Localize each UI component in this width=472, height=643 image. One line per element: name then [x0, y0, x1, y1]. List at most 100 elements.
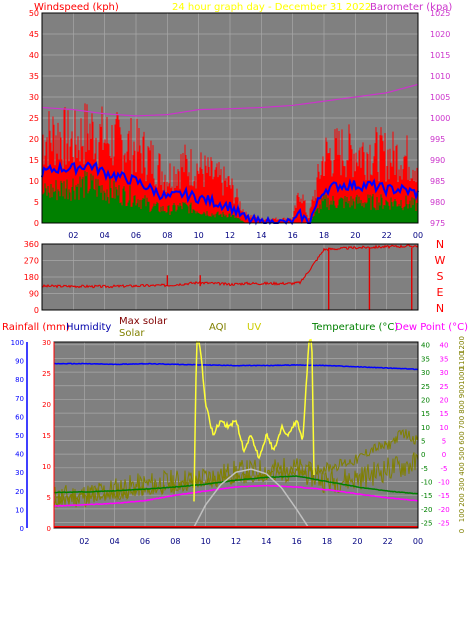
rain-tick: 0 — [20, 525, 24, 533]
rain-tick: 60 — [15, 413, 24, 421]
humidity-series — [53, 362, 419, 371]
humidity-axis-title: Humidity — [66, 322, 111, 333]
humidity-tick: 30 — [42, 339, 51, 347]
time-tick: 06 — [140, 537, 150, 546]
dew-point-axis-title: Dew Point (°C) — [395, 322, 468, 333]
temperature-series — [53, 475, 419, 495]
windspeed-tick: 20 — [29, 135, 39, 144]
time-tick: 08 — [162, 231, 172, 240]
chart-date-title: 24 hour graph day - December 31 2022 — [172, 2, 371, 13]
windspeed-tick: 45 — [29, 30, 39, 39]
solar-tick: 400 — [458, 462, 466, 475]
max_solar-series — [193, 468, 309, 528]
barometer-tick: 980 — [430, 198, 445, 207]
time-tick: 12 — [225, 231, 235, 240]
rain-tick: 90 — [15, 358, 24, 366]
rain-tick: 10 — [15, 506, 24, 514]
barometer-tick: 1010 — [430, 72, 450, 81]
direction-series — [41, 244, 419, 289]
humidity-tick: 5 — [47, 494, 51, 502]
time-tick: 06 — [131, 231, 141, 240]
time-tick: 14 — [256, 231, 266, 240]
direction-plot-frame — [41, 243, 419, 311]
time-tick: 10 — [201, 537, 211, 546]
dew-point-tick: 15 — [440, 410, 449, 418]
time-tick: 18 — [322, 537, 332, 546]
barometer-tick: 975 — [430, 219, 445, 228]
rain-tick: 30 — [15, 469, 24, 477]
time-tick: 14 — [261, 537, 271, 546]
dew-point-tick: 10 — [440, 424, 449, 432]
aqi-label: AQI — [209, 322, 227, 333]
uv-label: UV — [247, 322, 261, 333]
rain-tick: 50 — [15, 432, 24, 440]
temperature-tick: 10 — [421, 424, 430, 432]
humidity-tick: 20 — [42, 401, 51, 409]
dew-point-tick: -5 — [441, 465, 448, 473]
time-tick: 22 — [382, 231, 392, 240]
dew-point-tick: 40 — [440, 342, 449, 350]
solar-tick: 300 — [458, 478, 466, 491]
wind-plot-frame — [41, 12, 419, 224]
direction-tick: 360 — [24, 240, 39, 249]
time-tick: 20 — [350, 231, 360, 240]
windspeed-tick: 0 — [34, 219, 39, 228]
barometer-tick: 995 — [430, 135, 445, 144]
temperature-tick: 5 — [421, 437, 425, 445]
direction-tick: 180 — [24, 273, 39, 282]
time-tick: 18 — [319, 231, 329, 240]
time-tick: 00 — [413, 231, 423, 240]
temperature-tick: -20 — [421, 506, 432, 514]
dew-point-tick: -10 — [438, 479, 449, 487]
humidity-tick: 10 — [42, 463, 51, 471]
compass-label: E — [437, 286, 444, 299]
rain-tick: 70 — [15, 395, 24, 403]
dew-point-tick: -15 — [438, 492, 449, 500]
temperature-tick: -10 — [421, 479, 432, 487]
rain-tick: 80 — [15, 376, 24, 384]
solar-tick: 1100 — [458, 352, 466, 370]
barometer-series — [41, 83, 419, 117]
temperature-tick: 0 — [421, 451, 425, 459]
barometer-tick: 1025 — [430, 9, 450, 18]
humidity-tick: 25 — [42, 370, 51, 378]
rain-tick: 40 — [15, 451, 24, 459]
dew-point-tick: -20 — [438, 506, 449, 514]
solar-label: Solar — [119, 328, 145, 339]
windspeed-axis-title: Windspeed (kph) — [34, 2, 119, 13]
time-tick: 20 — [352, 537, 362, 546]
time-tick: 02 — [68, 231, 78, 240]
max-solar-label: Max solar — [119, 316, 168, 327]
solar-tick: 800 — [458, 400, 466, 413]
compass-label: S — [437, 270, 444, 283]
temperature-tick: 35 — [421, 355, 430, 363]
temperature-tick: -25 — [421, 520, 432, 528]
temperature-tick: 15 — [421, 410, 430, 418]
dew-point-tick: 30 — [440, 369, 449, 377]
average-series — [41, 160, 419, 226]
dew-point-tick: 5 — [442, 437, 446, 445]
temperature-tick: 30 — [421, 369, 430, 377]
windspeed-tick: 5 — [34, 198, 39, 207]
time-tick: 16 — [292, 537, 302, 546]
windspeed-tick: 25 — [29, 114, 39, 123]
time-tick: 10 — [194, 231, 204, 240]
time-tick: 04 — [110, 537, 120, 546]
time-tick: 16 — [288, 231, 298, 240]
solar-tick: 600 — [458, 431, 466, 444]
temperature-tick: 20 — [421, 396, 430, 404]
temperature-tick: 25 — [421, 383, 430, 391]
temperature-tick: -15 — [421, 492, 432, 500]
barometer-tick: 990 — [430, 156, 445, 165]
time-tick: 08 — [170, 537, 180, 546]
uv-series — [193, 338, 315, 502]
solar-tick: 900 — [458, 385, 466, 398]
dew-point-tick: 20 — [440, 396, 449, 404]
windspeed-tick: 40 — [29, 51, 39, 60]
time-tick: 04 — [100, 231, 110, 240]
windspeed-tick: 15 — [29, 156, 39, 165]
temperature-axis-title: Temperature (°C) — [311, 322, 398, 333]
